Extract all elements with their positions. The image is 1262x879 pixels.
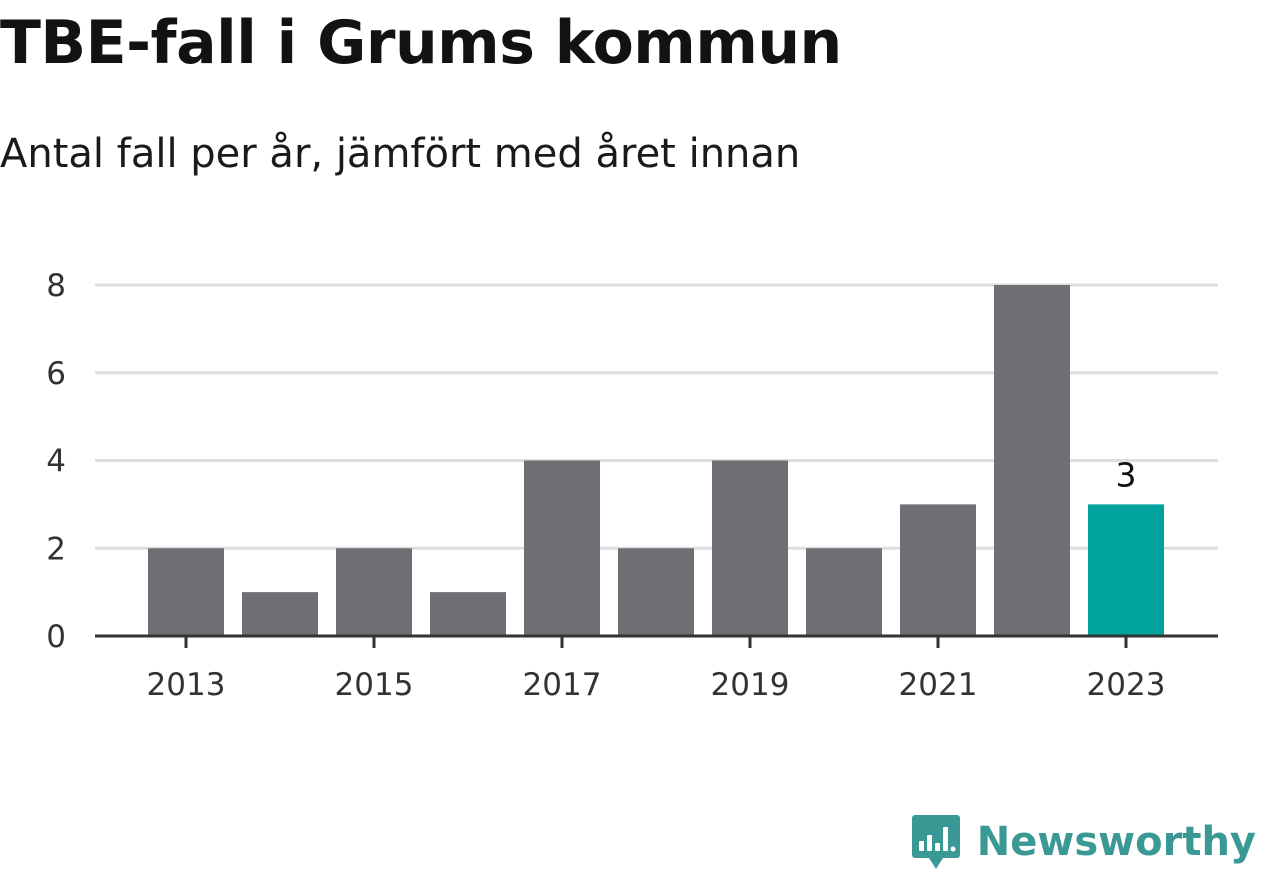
y-tick-label: 8 (46, 268, 66, 304)
bar-2014 (242, 592, 318, 636)
bar-2016 (430, 592, 506, 636)
x-tick-label: 2021 (899, 667, 978, 703)
chart-bubble-icon (911, 815, 960, 869)
y-tick-label: 2 (46, 531, 66, 567)
data-label-2023: 3 (1116, 455, 1137, 494)
x-axis-ticks: 2013 2015 2017 2019 2021 2023 (147, 636, 1166, 703)
x-tick-label: 2015 (335, 667, 414, 703)
chart-title: TBE-fall i Grums kommun (0, 8, 842, 78)
y-tick-label: 6 (46, 356, 66, 392)
bar-2023 (1088, 504, 1164, 636)
bar-2018 (618, 548, 694, 636)
bar-2019 (712, 460, 788, 636)
brand-name: Newsworthy (976, 819, 1256, 865)
bar-2021 (900, 504, 976, 636)
bar-2022 (994, 285, 1070, 636)
bars (148, 285, 1164, 636)
data-labels: 3 (1116, 455, 1137, 494)
x-tick-label: 2013 (147, 667, 226, 703)
bar-2013 (148, 548, 224, 636)
x-tick-label: 2023 (1087, 667, 1166, 703)
x-tick-label: 2019 (711, 667, 790, 703)
y-tick-label: 0 (46, 619, 66, 655)
brand-logo: Newsworthy (911, 813, 1256, 871)
bar-2015 (336, 548, 412, 636)
x-tick-label: 2017 (523, 667, 602, 703)
chart-subtitle: Antal fall per år, jämfört med året inna… (0, 131, 801, 177)
bar-2017 (524, 460, 600, 636)
bar-2020 (806, 548, 882, 636)
y-tick-label: 4 (46, 444, 66, 480)
y-axis-ticks: 0 2 4 6 8 (46, 268, 66, 655)
